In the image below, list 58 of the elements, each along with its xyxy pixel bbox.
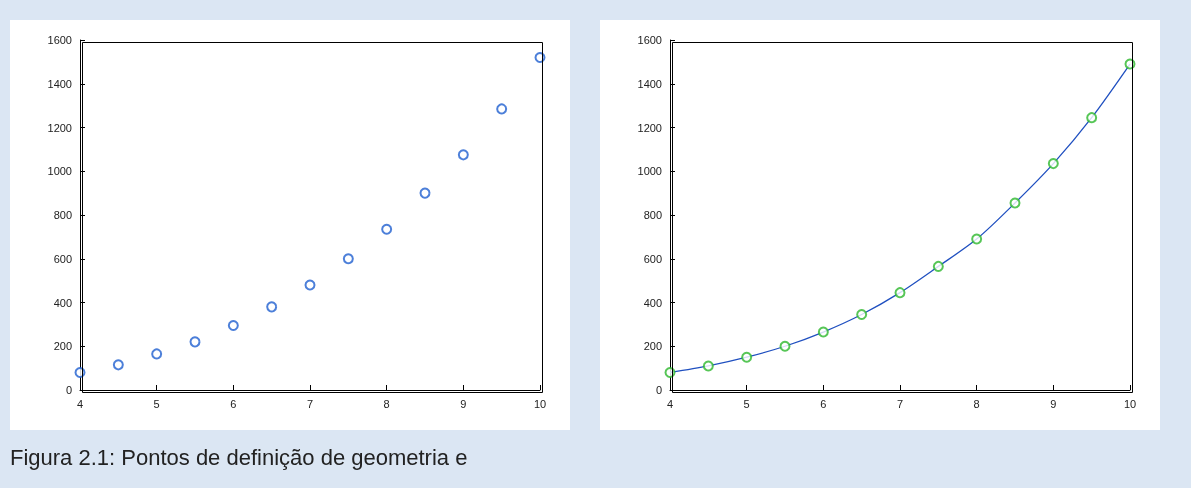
point	[702, 360, 714, 372]
point	[779, 340, 791, 352]
y-tick-label: 200	[643, 340, 662, 353]
x-tick-label: 7	[896, 397, 904, 410]
y-tick-label: 800	[643, 209, 662, 221]
point	[1009, 197, 1021, 209]
point	[1086, 112, 1098, 124]
x-tick-label: 6	[230, 397, 237, 410]
x-tick-label: 5	[153, 397, 160, 410]
y-tick-label: 1600	[47, 34, 72, 46]
point	[664, 367, 676, 378]
y-tick-label: 1000	[637, 165, 662, 178]
y-tick-label: 0	[655, 384, 662, 396]
x-tick-label: 9	[1050, 397, 1057, 410]
point	[266, 301, 278, 313]
point	[151, 348, 163, 360]
x-tick-label: 4	[666, 397, 674, 410]
point	[304, 279, 316, 291]
point	[1047, 158, 1059, 170]
point	[112, 359, 124, 371]
x-tick-label: 9	[460, 397, 467, 410]
y-tick-label: 1000	[47, 165, 72, 178]
y-tick-label: 1200	[47, 121, 72, 134]
point	[534, 52, 546, 63]
x-tick-label: 5	[743, 397, 750, 410]
point	[932, 260, 944, 272]
y-tick-label: 200	[53, 340, 72, 353]
text: Figura 2.1: Pontos de definição de geometria e	[10, 445, 468, 471]
y-tick-label: 400	[53, 296, 72, 309]
y-tick-label: 800	[53, 209, 72, 221]
y-tick-label: 1200	[637, 121, 662, 134]
point	[419, 187, 431, 199]
point	[817, 326, 829, 338]
x-tick-label: 4	[76, 397, 84, 410]
y-tick-label: 1400	[47, 77, 72, 90]
y-tick-label: 0	[65, 384, 72, 396]
y-tick-label: 400	[643, 296, 662, 309]
point	[189, 336, 201, 348]
y-tick-label: 1600	[637, 34, 662, 46]
y-tick-label: 600	[53, 252, 72, 265]
point	[74, 367, 86, 378]
point	[894, 287, 906, 299]
x-tick-label: 10	[1123, 397, 1137, 410]
x-tick-label: 8	[383, 397, 390, 410]
x-tick-label: 7	[306, 397, 314, 410]
point	[342, 253, 354, 265]
y-tick-label: 1400	[637, 77, 662, 90]
x-tick-label: 6	[820, 397, 827, 410]
point	[227, 319, 239, 331]
point	[381, 223, 393, 235]
point	[496, 103, 508, 115]
point	[741, 351, 753, 363]
point	[971, 233, 983, 245]
x-tick-label: 8	[973, 397, 980, 410]
y-tick-label: 600	[643, 252, 662, 265]
point	[856, 309, 868, 321]
point	[457, 149, 469, 161]
x-tick-label: 10	[533, 397, 547, 410]
